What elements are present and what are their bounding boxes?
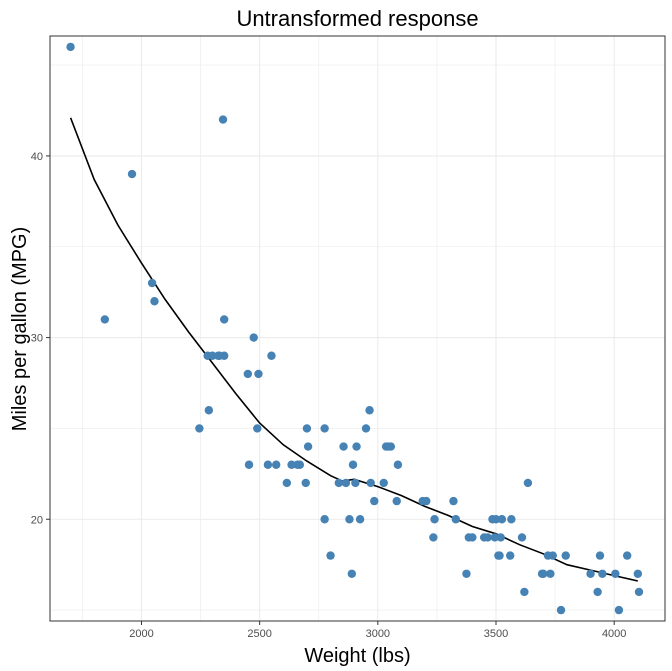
- data-point: [622, 551, 632, 560]
- data-point: [347, 569, 357, 578]
- data-point: [303, 442, 313, 451]
- data-point: [320, 515, 329, 524]
- data-point: [219, 351, 229, 360]
- data-point: [243, 369, 253, 379]
- data-point: [271, 460, 281, 469]
- panel-border: [49, 35, 666, 622]
- data-point: [451, 515, 461, 524]
- x-axis-title: Weight (lbs): [304, 645, 410, 667]
- data-point: [598, 569, 607, 578]
- data-point: [561, 551, 570, 560]
- data-point: [449, 496, 458, 506]
- chart-title: Untransformed response: [236, 6, 478, 31]
- data-point: [208, 351, 217, 360]
- data-point: [379, 478, 388, 488]
- data-point: [287, 460, 296, 469]
- data-point: [633, 569, 643, 578]
- x-tick-label: 4000: [602, 628, 626, 640]
- data-point: [150, 297, 159, 306]
- data-point: [218, 115, 228, 124]
- data-point: [593, 587, 602, 597]
- data-point: [254, 369, 263, 379]
- data-point: [345, 515, 354, 524]
- data-point: [219, 315, 229, 324]
- data-point: [393, 460, 403, 469]
- data-point: [429, 533, 438, 542]
- data-point: [253, 424, 262, 433]
- data-point: [341, 478, 351, 488]
- data-point: [490, 533, 500, 542]
- data-point: [611, 569, 620, 578]
- data-point: [386, 442, 396, 451]
- data-point: [282, 478, 292, 488]
- data-point: [614, 605, 624, 615]
- data-point: [370, 496, 379, 506]
- data-point: [263, 460, 273, 469]
- data-point: [365, 406, 374, 415]
- x-tick-label: 2500: [247, 628, 271, 640]
- data-point: [351, 478, 360, 488]
- data-point: [352, 442, 361, 451]
- data-point: [320, 424, 329, 433]
- data-point: [355, 515, 365, 524]
- data-point: [147, 278, 157, 288]
- data-point: [295, 460, 305, 469]
- data-point: [634, 587, 644, 597]
- grid: [50, 36, 665, 621]
- y-tick-label: 40: [31, 151, 43, 163]
- data-point: [267, 351, 276, 360]
- data-point: [556, 605, 566, 615]
- data-point: [204, 406, 214, 415]
- data-point: [496, 533, 505, 542]
- data-point: [66, 42, 75, 52]
- data-point: [100, 315, 110, 324]
- data-point: [517, 533, 527, 542]
- data-point: [462, 569, 471, 578]
- x-tick-label: 3500: [484, 628, 508, 640]
- fit-curve: [69, 117, 638, 582]
- data-point: [491, 515, 501, 524]
- data-point: [468, 533, 477, 542]
- data-point: [430, 515, 439, 524]
- data-point: [497, 515, 507, 524]
- data-point: [546, 569, 555, 578]
- data-point: [539, 569, 548, 578]
- x-axis: 2000 2500 3000 3500 4000: [129, 621, 626, 640]
- data-point: [520, 587, 529, 597]
- data-point: [127, 169, 137, 179]
- data-point: [249, 333, 258, 342]
- data-point: [548, 551, 557, 560]
- data-point: [366, 478, 375, 488]
- data-point: [586, 569, 595, 578]
- data-point: [483, 533, 492, 542]
- x-tick-label: 2000: [129, 628, 153, 640]
- data-points: [66, 42, 644, 615]
- data-point: [505, 551, 515, 560]
- data-point: [302, 424, 312, 433]
- data-point: [422, 496, 431, 506]
- x-tick-label: 3000: [366, 628, 390, 640]
- data-point: [495, 551, 504, 560]
- y-axis: 20 30 40: [31, 151, 50, 526]
- data-point: [348, 460, 358, 469]
- data-point: [334, 478, 344, 488]
- data-point: [595, 551, 605, 560]
- y-tick-label: 20: [31, 514, 43, 526]
- data-point: [326, 551, 335, 560]
- data-point: [301, 478, 310, 488]
- data-point: [507, 515, 516, 524]
- data-point: [244, 460, 254, 469]
- data-point: [195, 424, 204, 433]
- fit-curve-layer: [69, 117, 638, 582]
- y-axis-title: Miles per gallon (MPG): [9, 227, 31, 432]
- data-point: [361, 424, 371, 433]
- data-point: [523, 478, 533, 488]
- y-tick-label: 30: [31, 333, 43, 345]
- data-point: [392, 496, 401, 506]
- data-point: [339, 442, 348, 451]
